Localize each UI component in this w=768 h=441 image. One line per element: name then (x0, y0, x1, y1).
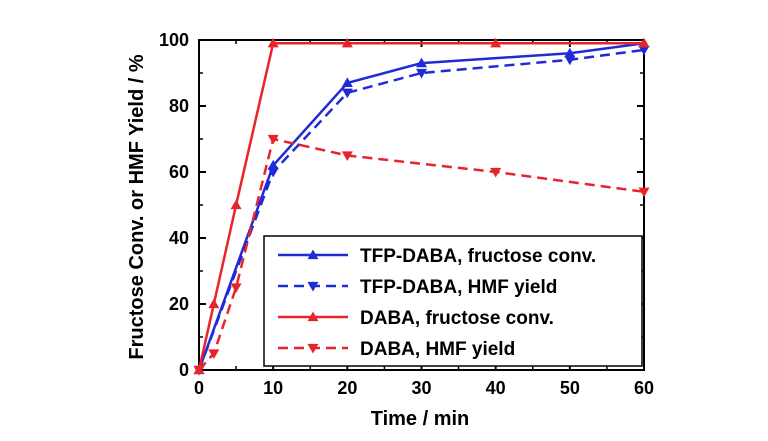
legend-box (263, 235, 643, 367)
data-point (416, 57, 427, 68)
x-tick-label: 30 (411, 378, 431, 398)
data-point (490, 167, 502, 178)
data-point (564, 47, 576, 58)
data-point (638, 37, 650, 48)
legend-label: TFP-DABA, HMF yield (360, 277, 557, 298)
data-point (307, 311, 319, 322)
data-point (416, 68, 427, 79)
series-line (197, 48, 645, 371)
legend: TFP-DABA, fructose conv. TFP-DABA, HMF yi… (263, 235, 643, 367)
series (193, 37, 650, 375)
data-point (307, 343, 319, 354)
data-point (307, 249, 319, 260)
x-tick-label: 20 (337, 378, 357, 398)
x-tick-label: 0 (194, 378, 204, 398)
y-tick-label: 100 (159, 30, 189, 50)
data-point (341, 37, 353, 48)
data-point (230, 283, 242, 293)
series-line (197, 42, 645, 371)
data-point (307, 281, 319, 292)
x-tick-label: 10 (263, 378, 283, 398)
x-tick-label: 50 (560, 378, 580, 398)
legend-label: DABA, fructose conv. (360, 308, 554, 329)
data-point (638, 187, 650, 198)
x-tick-label: 60 (634, 378, 654, 398)
legend-label: DABA, HMF yield (360, 339, 515, 360)
data-point (638, 45, 650, 56)
data-point (341, 77, 353, 88)
y-tick-label: 20 (169, 294, 189, 314)
data-point (341, 151, 353, 161)
y-tick-label: 60 (169, 162, 189, 182)
data-point (193, 365, 205, 376)
data-point (341, 88, 353, 99)
series-layer (193, 37, 650, 376)
data-point (230, 199, 242, 210)
data-point (267, 159, 279, 170)
data-point (267, 167, 279, 178)
y-tick-label: 80 (169, 96, 189, 116)
data-point (490, 37, 502, 48)
x-axis-label: Time / min (371, 408, 470, 430)
y-axis-label: Fructose Conv. or HMF Yield / % (126, 54, 148, 359)
y-tick-label: 40 (169, 228, 189, 248)
legend-label: TFP-DABA, fructose conv. (360, 246, 596, 267)
data-point (267, 134, 279, 145)
data-point (208, 349, 220, 359)
y-tick-label: 0 (179, 360, 189, 380)
data-point (564, 55, 576, 66)
data-point (267, 37, 279, 48)
series (193, 134, 650, 376)
data-point (208, 298, 220, 309)
x-tick-label: 40 (486, 378, 506, 398)
